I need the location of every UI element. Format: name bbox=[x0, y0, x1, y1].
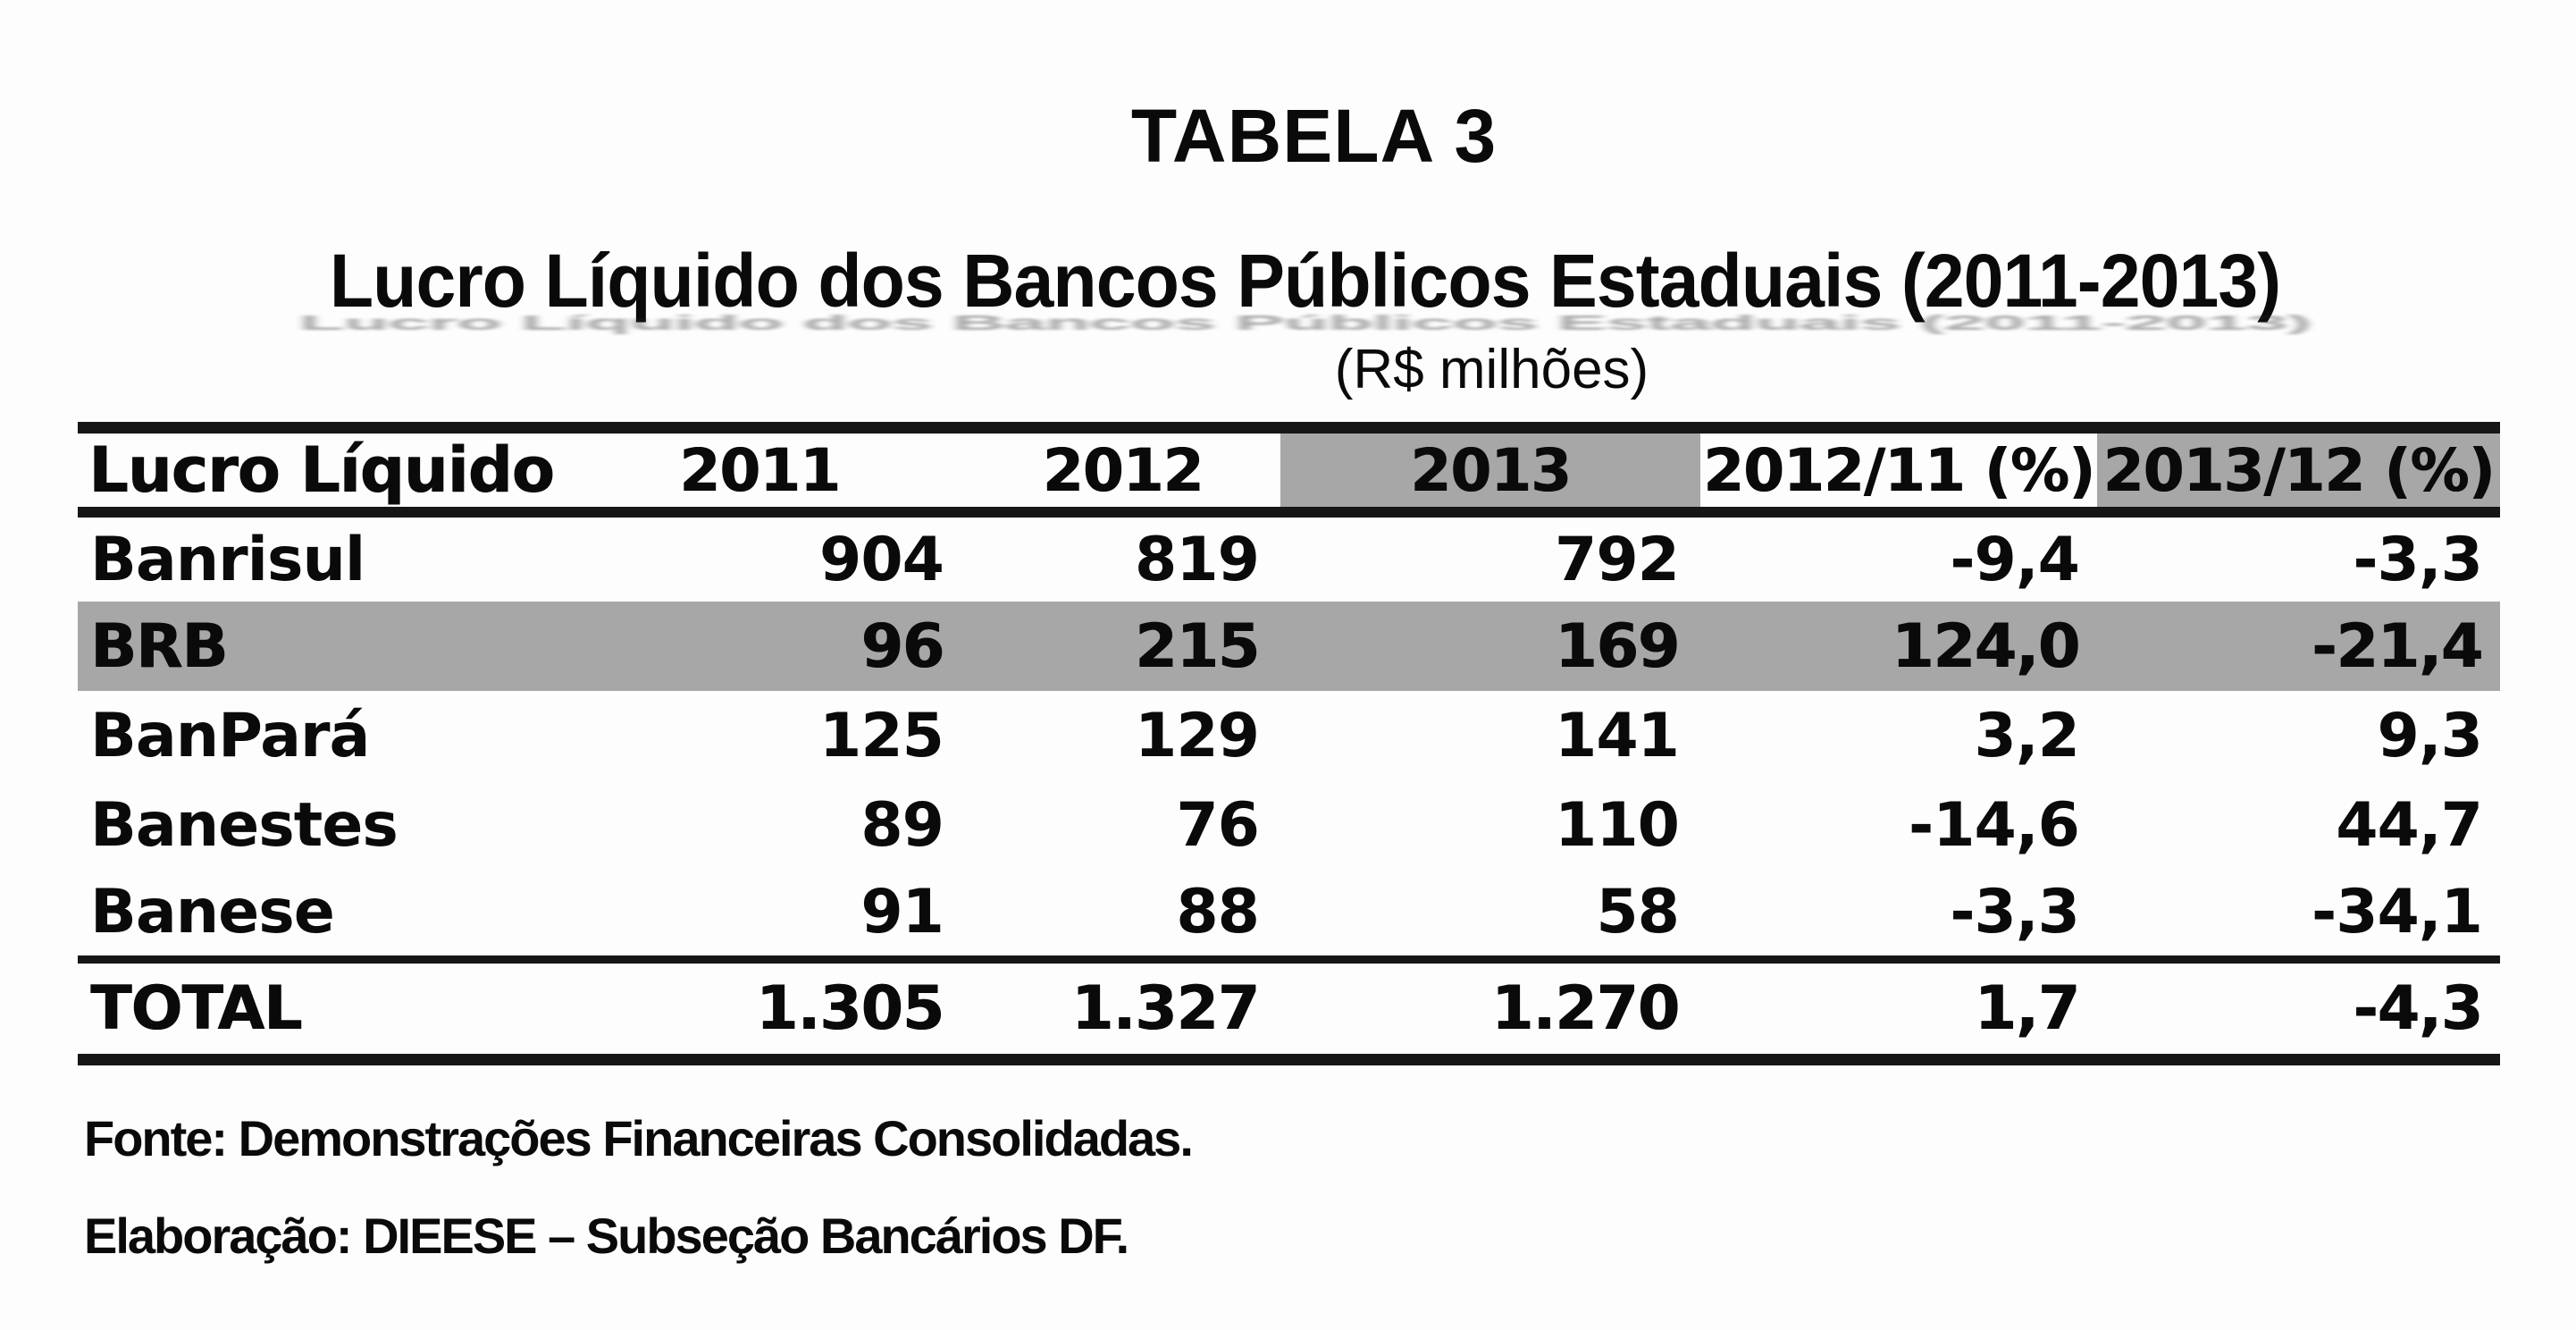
unit-label: (R$ milhões) bbox=[1334, 339, 1649, 400]
cell-value: 1.270 bbox=[1490, 972, 1680, 1044]
table-row-banestes: Banestes 89 76 110 -14,6 44,7 bbox=[78, 780, 2500, 870]
column-header-3: 2013 bbox=[1280, 427, 1700, 512]
cell-value: 9,3 bbox=[2377, 700, 2483, 771]
cell-value: 110 bbox=[1555, 789, 1680, 861]
cell-value: -14,6 bbox=[1909, 789, 2080, 861]
cell-value: -34,1 bbox=[2312, 877, 2483, 948]
profit-table: Lucro Líquido 2011 2012 2013 2012/11 (%) 2013… bbox=[78, 422, 2500, 1065]
cell-value: 96 bbox=[860, 610, 944, 682]
row-label: BRB bbox=[90, 610, 228, 682]
cell-value: 792 bbox=[1555, 524, 1680, 595]
table-row-total: TOTAL 1.305 1.327 1.270 1,7 -4,3 bbox=[78, 959, 2500, 1059]
cell-value: -4,3 bbox=[2353, 972, 2483, 1044]
header-row: Lucro Líquido 2011 2012 2013 2012/11 (%) 2013… bbox=[78, 427, 2500, 512]
cell-value: 76 bbox=[1176, 789, 1260, 861]
document-title: Lucro Líquido dos Bancos Públicos Estadu… bbox=[329, 239, 2281, 323]
cell-value: -21,4 bbox=[2312, 610, 2483, 682]
table-row-brb: BRB 96 215 169 124,0 -21,4 bbox=[78, 602, 2500, 691]
column-header-0: Lucro Líquido bbox=[88, 434, 554, 507]
cell-value: 3,2 bbox=[1974, 700, 2080, 771]
cell-value: 1,7 bbox=[1974, 972, 2080, 1044]
column-header-2: 2012 bbox=[1042, 435, 1204, 505]
column-header-4: 2012/11 (%) bbox=[1702, 435, 2095, 505]
table-label: TABELA 3 bbox=[1130, 94, 1498, 178]
cell-value: 125 bbox=[819, 700, 944, 771]
cell-value: 129 bbox=[1135, 700, 1260, 771]
elaboration-note: Elaboração: DIEESE – Subseção Bancários … bbox=[84, 1208, 1129, 1264]
cell-value: -3,3 bbox=[2353, 524, 2483, 595]
cell-value: 88 bbox=[1176, 877, 1260, 948]
cell-value: 215 bbox=[1135, 610, 1260, 682]
table-row-banese: Banese 91 88 58 -3,3 -34,1 bbox=[78, 870, 2500, 959]
row-label: TOTAL bbox=[90, 972, 302, 1044]
cell-value: -3,3 bbox=[1950, 877, 2080, 948]
column-header-1: 2011 bbox=[679, 435, 841, 505]
cell-value: 819 bbox=[1135, 524, 1260, 595]
cell-value: 124,0 bbox=[1891, 610, 2080, 682]
row-label: Banese bbox=[90, 877, 335, 948]
table-row-banpará: BanPará 125 129 141 3,2 9,3 bbox=[78, 691, 2500, 780]
cell-value: 169 bbox=[1555, 610, 1680, 682]
cell-value: 58 bbox=[1596, 877, 1680, 948]
profit-table-container: Lucro Líquido 2011 2012 2013 2012/11 (%) 2013… bbox=[78, 422, 2500, 1065]
cell-value: 1.327 bbox=[1070, 972, 1260, 1044]
cell-value: 89 bbox=[860, 789, 944, 861]
cell-value: -9,4 bbox=[1950, 524, 2080, 595]
cell-value: 904 bbox=[819, 524, 944, 595]
source-note: Fonte: Demonstrações Financeiras Consoli… bbox=[84, 1110, 1194, 1166]
row-label: BanPará bbox=[90, 700, 370, 771]
cell-value: 44,7 bbox=[2336, 789, 2483, 861]
cell-value: 1.305 bbox=[755, 972, 944, 1044]
table-row-banrisul: Banrisul 904 819 792 -9,4 -3,3 bbox=[78, 512, 2500, 602]
cell-value: 141 bbox=[1555, 700, 1680, 771]
column-header-5: 2013/12 (%) bbox=[2097, 427, 2500, 512]
row-label: Banestes bbox=[90, 789, 399, 861]
row-label: Banrisul bbox=[90, 524, 365, 595]
cell-value: 91 bbox=[860, 877, 944, 948]
